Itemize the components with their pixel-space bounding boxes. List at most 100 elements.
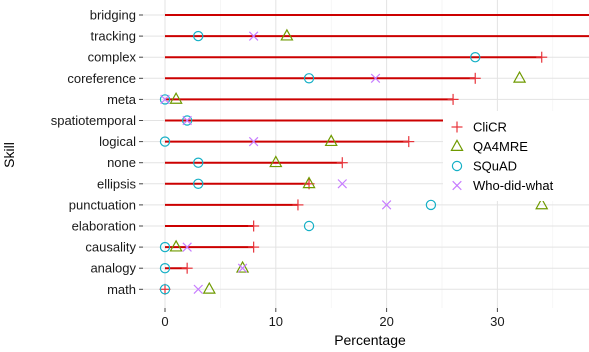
y-tick-label: math (107, 282, 136, 297)
marker-circle (425, 199, 437, 211)
marker-plus (292, 199, 304, 211)
legend-label: CliCR (473, 120, 507, 135)
marker-plus (159, 283, 171, 295)
cross-b (160, 94, 170, 105)
marker-circle (159, 94, 171, 105)
cross-b (452, 180, 462, 191)
circle-shape (159, 284, 171, 295)
circle-shape (159, 136, 171, 147)
legend-key-circle (451, 160, 463, 172)
triangle-shape (450, 139, 464, 151)
triangle-shape (535, 197, 549, 210)
y-tick-label: ellipsis (97, 176, 137, 191)
marker-plus (536, 51, 548, 63)
triangle-shape (280, 28, 294, 41)
marker-plus (248, 220, 260, 232)
circle-shape (181, 115, 193, 126)
triangle-shape (235, 260, 250, 273)
y-tick-label: complex (88, 50, 137, 65)
y-tick-label: elaboration (72, 219, 136, 234)
y-tick-label: meta (107, 92, 137, 107)
marker-triangle (535, 197, 549, 210)
marker-plus (336, 157, 348, 169)
circle-shape (303, 220, 315, 232)
marker-circle (303, 73, 315, 84)
circle-shape (159, 241, 171, 253)
marker-triangle (512, 70, 527, 83)
marker-circle (193, 178, 204, 189)
marker-cross (182, 115, 192, 126)
marker-triangle (280, 28, 294, 41)
y-tick-label: causality (85, 240, 136, 255)
marker-triangle (302, 176, 316, 189)
marker-triangle (202, 281, 216, 294)
marker-cross (337, 179, 348, 189)
y-tick-label: spatiotemporal (51, 113, 136, 128)
legend-label: SQuAD (473, 159, 517, 174)
circle-shape (193, 157, 204, 168)
x-tick-label: 0 (161, 314, 168, 329)
circle-shape (193, 30, 204, 42)
y-tick-label: analogy (90, 261, 136, 276)
marker-cross (182, 242, 192, 252)
marker-cross (381, 200, 392, 210)
marker-plus (403, 136, 415, 148)
marker-circle (159, 136, 171, 147)
triangle-shape (169, 239, 183, 252)
triangle-shape (302, 176, 316, 189)
marker-cross (248, 136, 259, 147)
marker-circle (470, 52, 481, 63)
x-axis: 010203040506070 (161, 308, 505, 329)
x-tick-label: 10 (269, 314, 283, 329)
marker-cross (248, 31, 259, 41)
legend: CliCR QA4MRE SQuAD Who-did-what (443, 111, 589, 201)
cross-b (381, 200, 392, 210)
triangle-shape (324, 134, 338, 147)
marker-plus (181, 262, 193, 274)
circle-shape (159, 263, 171, 274)
triangle-shape (512, 70, 527, 83)
marker-plus (447, 93, 459, 105)
triangle-shape (269, 155, 283, 168)
marker-triangle (324, 134, 338, 147)
y-tick-label: punctuation (69, 197, 136, 212)
marker-circle (159, 284, 171, 295)
circle-shape (159, 94, 171, 105)
lollipop-stems (165, 14, 589, 270)
marker-circle (159, 263, 171, 274)
marker-triangle (269, 155, 283, 168)
data-markers (159, 28, 549, 295)
marker-cross (370, 73, 381, 84)
circle-shape (470, 52, 481, 63)
marker-cross (160, 94, 170, 105)
circle-shape (425, 199, 437, 211)
y-axis: bridging tracking complex coreference meta sp… (51, 8, 143, 297)
triangle-shape (202, 281, 216, 294)
marker-plus (469, 72, 481, 84)
y-tick-label: coreference (67, 71, 136, 86)
cross-b (248, 31, 259, 41)
cross-b (182, 242, 192, 252)
marker-cross (237, 263, 248, 273)
circle-shape (303, 73, 315, 84)
marker-circle (193, 30, 204, 42)
marker-cross (193, 284, 203, 295)
x-tick-label: 30 (490, 314, 504, 329)
circle-shape (193, 178, 204, 189)
legend-key-plus (451, 121, 463, 133)
legend-key-cross (452, 180, 462, 191)
legend-label: QA4MRE (473, 139, 528, 154)
cross-b (237, 263, 248, 273)
marker-triangle (169, 91, 183, 104)
marker-circle (181, 115, 193, 126)
triangle-shape (169, 91, 183, 104)
circle-shape (451, 160, 463, 172)
marker-triangle (235, 260, 250, 273)
x-tick-label: 20 (379, 314, 393, 329)
marker-plus (248, 241, 260, 253)
cross-b (182, 115, 192, 126)
y-axis-title: Skill (1, 142, 17, 168)
marker-triangle (169, 239, 183, 252)
x-axis-title: Percentage (334, 332, 406, 348)
